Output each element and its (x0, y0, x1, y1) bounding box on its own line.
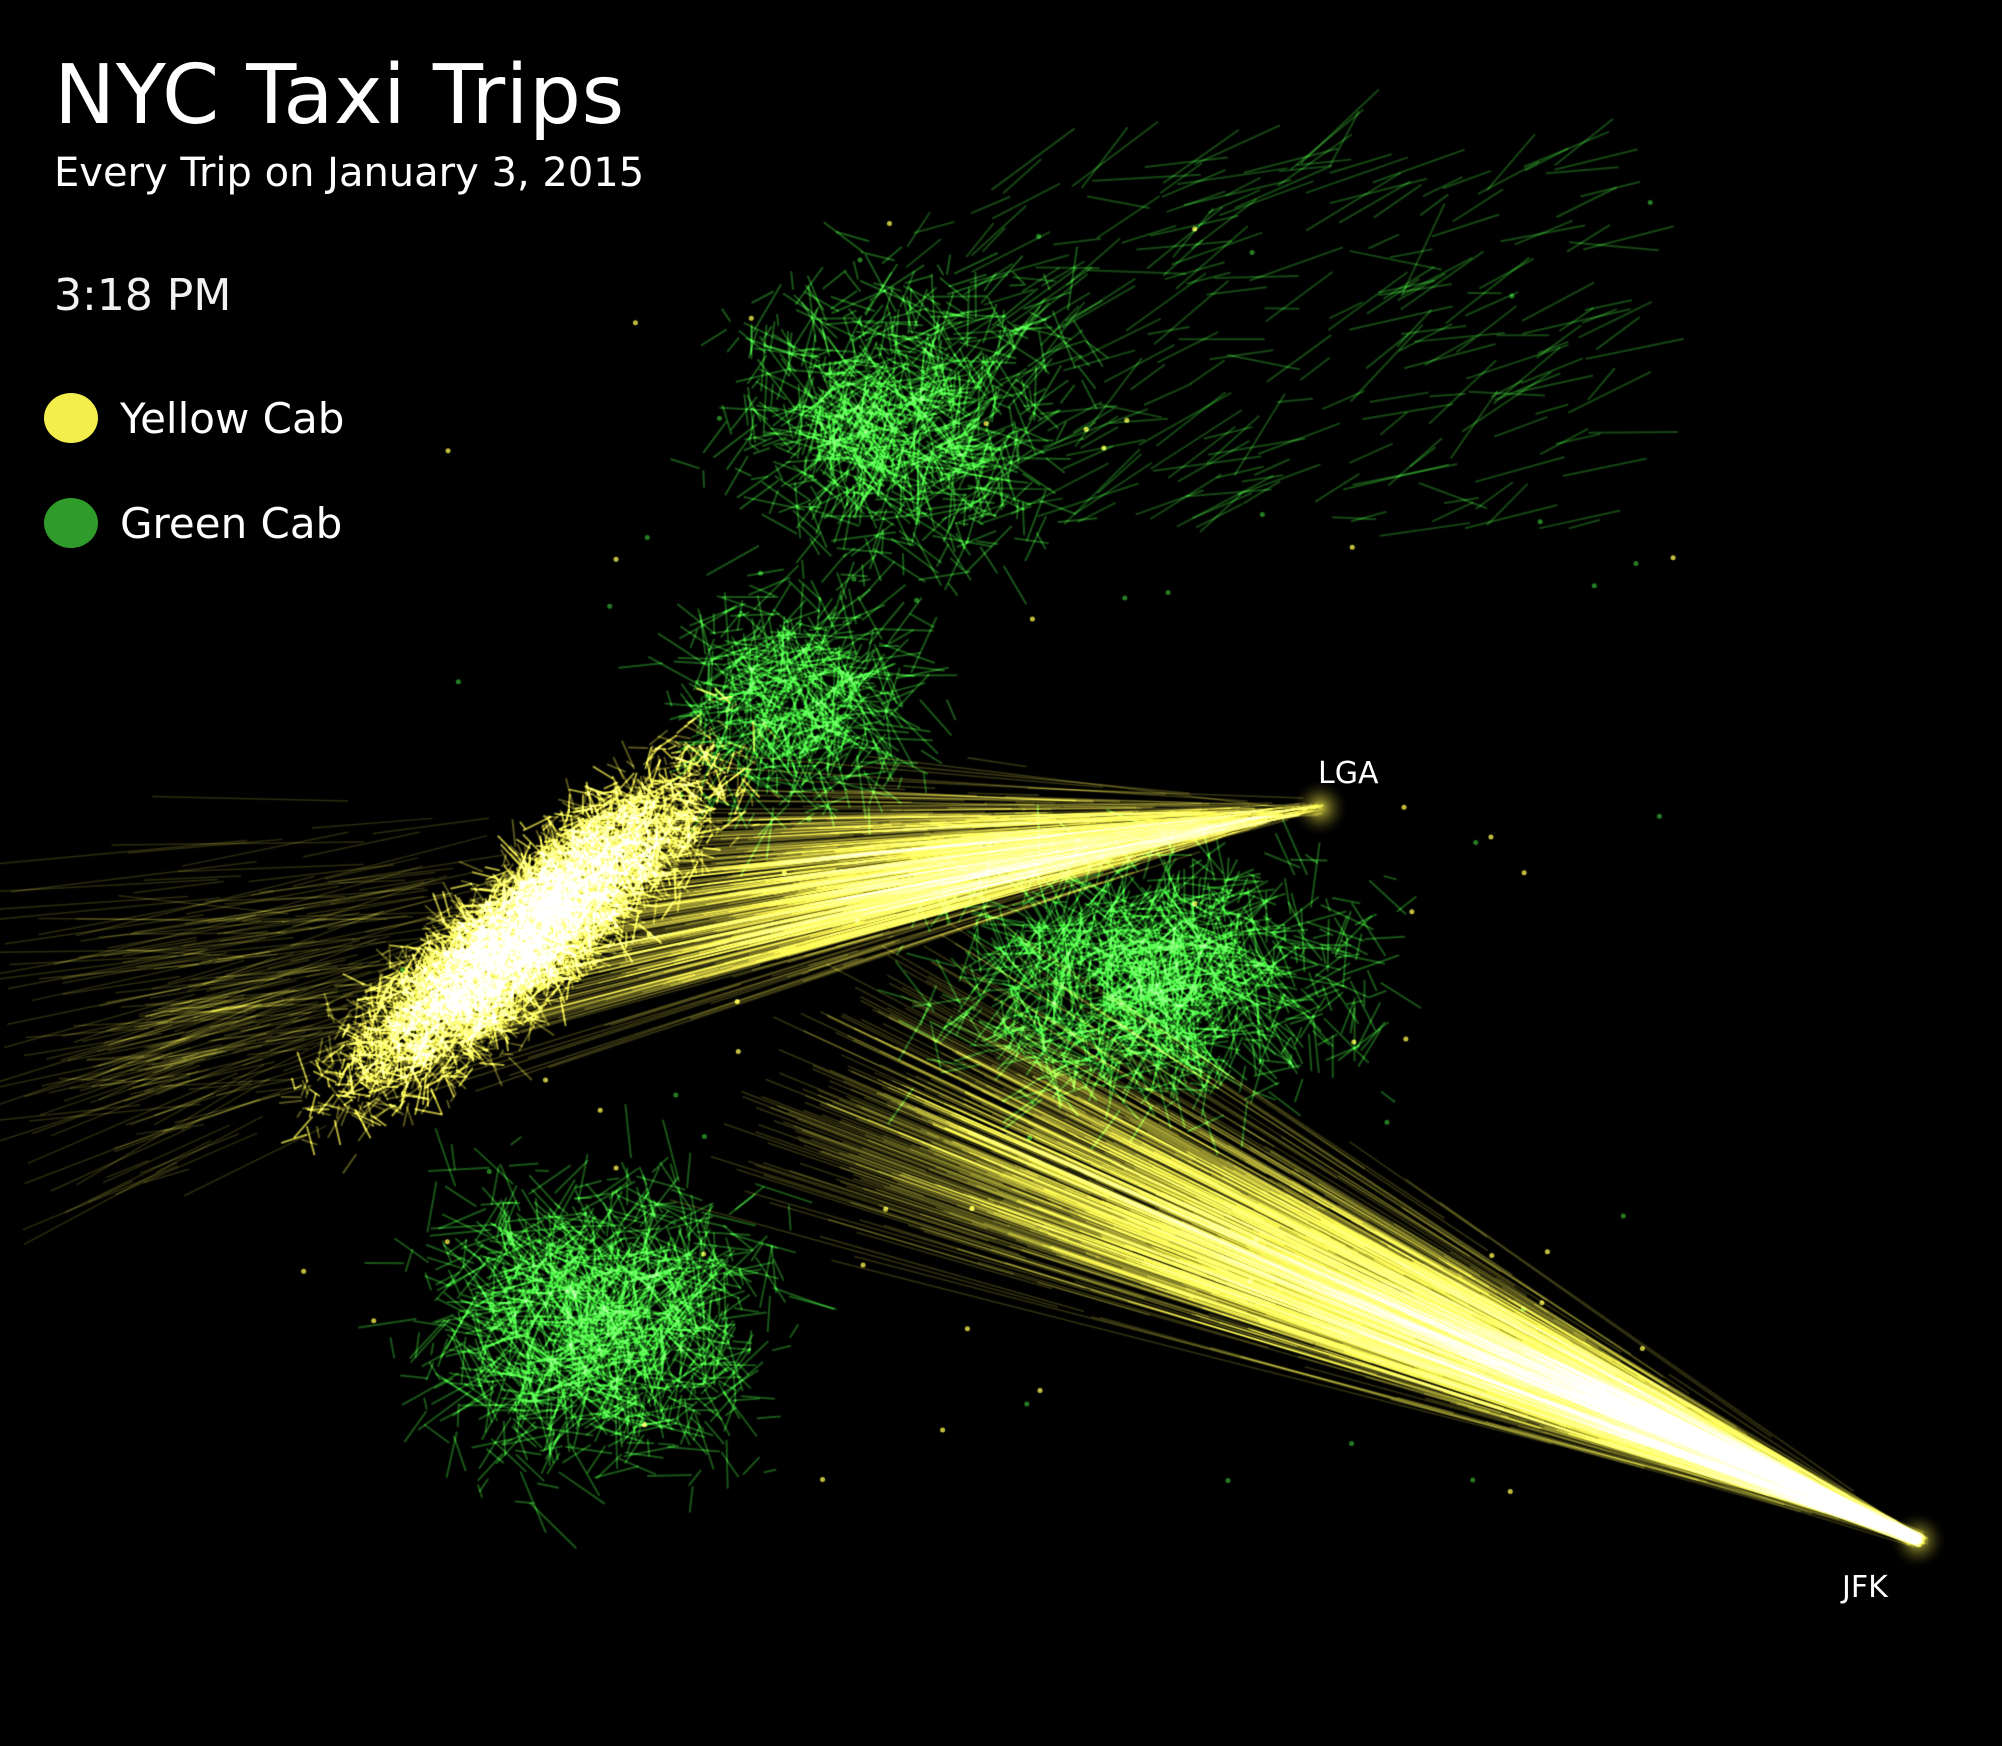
legend-item-green-cab: Green Cab (44, 498, 342, 548)
airport-label-lga: LGA (1318, 756, 1379, 791)
page-title: NYC Taxi Trips (54, 48, 625, 143)
page-subtitle: Every Trip on January 3, 2015 (54, 150, 645, 196)
yellow-dot-icon (44, 393, 98, 443)
legend-item-yellow-cab: Yellow Cab (44, 393, 344, 443)
green-dot-icon (44, 498, 98, 548)
airport-label-jfk: JFK (1842, 1570, 1888, 1605)
legend-label-green-cab: Green Cab (120, 498, 343, 548)
time-readout: 3:18 PM (54, 270, 232, 321)
legend-label-yellow-cab: Yellow Cab (120, 393, 345, 443)
